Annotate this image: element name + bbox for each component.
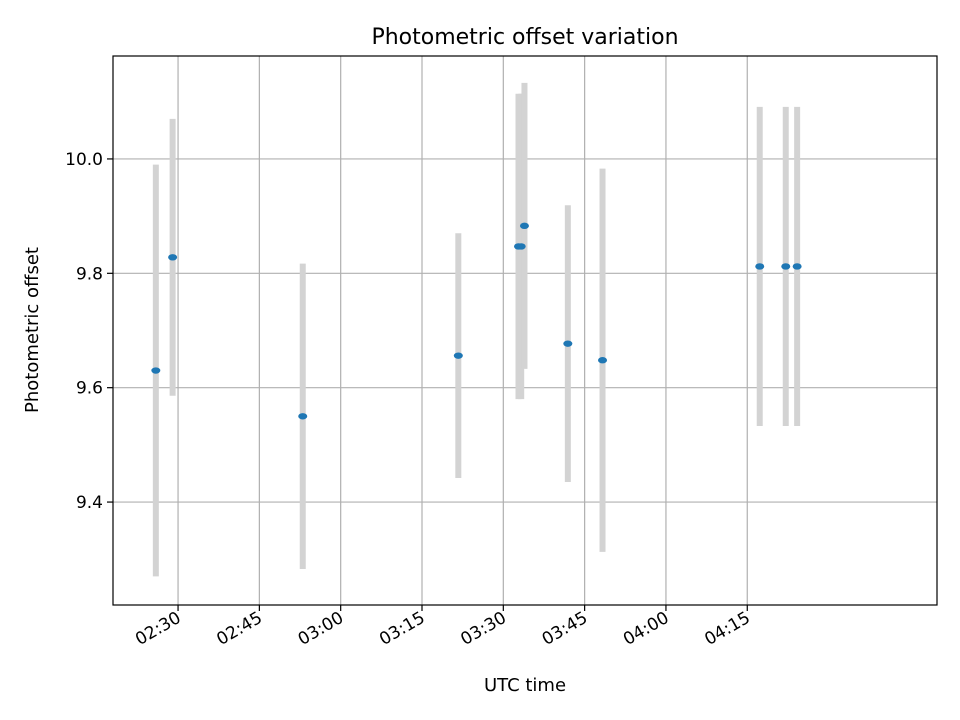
data-points bbox=[151, 222, 802, 420]
plot-frame bbox=[112, 55, 938, 606]
data-point bbox=[168, 254, 178, 261]
y-tick-label: 10.0 bbox=[65, 150, 103, 170]
x-axis-label: UTC time bbox=[484, 675, 566, 696]
data-point bbox=[151, 367, 161, 374]
data-point bbox=[781, 263, 791, 270]
y-axis-ticks: 9.4 9.6 9.8 10.0 bbox=[65, 150, 113, 513]
y-tick-label: 9.4 bbox=[76, 493, 103, 513]
data-point bbox=[755, 263, 765, 270]
data-point bbox=[298, 413, 308, 420]
data-point bbox=[563, 340, 573, 347]
data-point bbox=[519, 222, 529, 230]
data-point bbox=[792, 263, 802, 270]
y-axis-label: Photometric offset bbox=[22, 247, 43, 413]
y-tick-label: 9.8 bbox=[76, 264, 103, 284]
data-point bbox=[598, 357, 608, 364]
chart-title: Photometric offset variation bbox=[371, 25, 678, 50]
data-point bbox=[516, 243, 526, 250]
y-tick-label: 9.6 bbox=[76, 379, 103, 399]
data-point bbox=[453, 352, 463, 359]
